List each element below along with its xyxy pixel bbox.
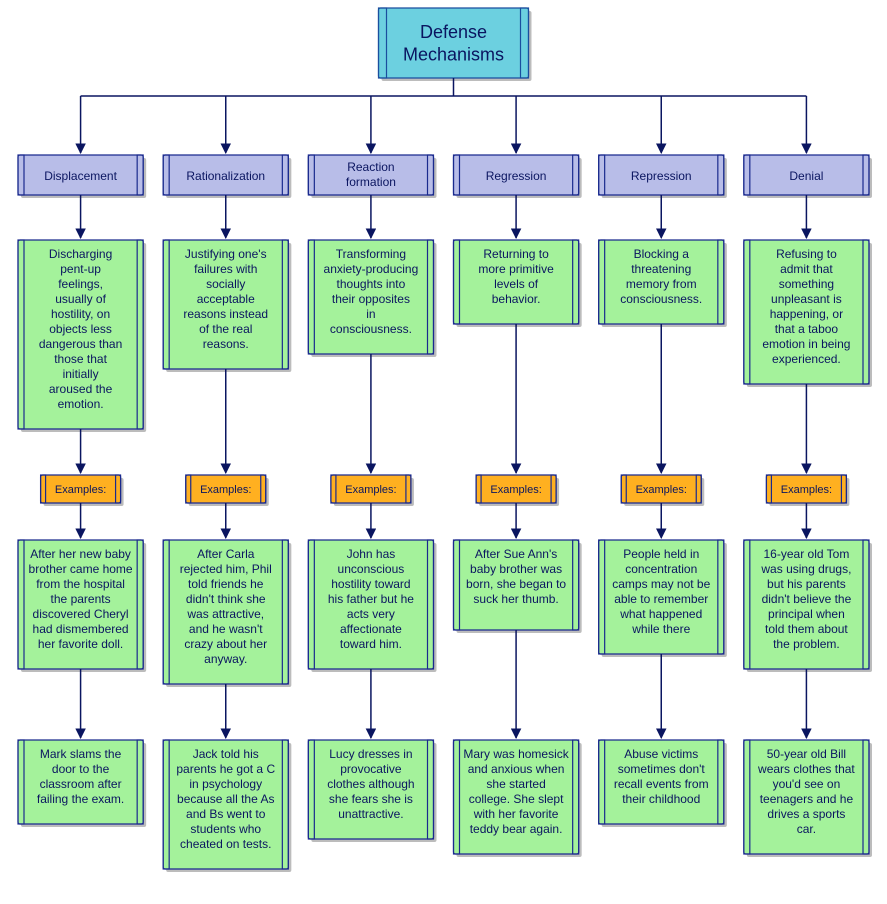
example-box — [163, 740, 288, 869]
category-regression — [454, 155, 579, 195]
category-repression — [599, 155, 724, 195]
example-box — [599, 540, 724, 654]
diagram-canvas: DefenseMechanismsDisplacementDischarging… — [0, 0, 887, 904]
examples-label — [41, 475, 121, 503]
examples-label — [766, 475, 846, 503]
example-box — [18, 740, 143, 824]
examples-label — [621, 475, 701, 503]
example-box — [454, 740, 579, 854]
example-box — [744, 740, 869, 854]
example-box — [163, 540, 288, 684]
category-reaction-formation — [308, 155, 433, 195]
example-box — [308, 540, 433, 669]
example-box — [308, 740, 433, 839]
definition-box — [18, 240, 143, 429]
definition-box — [308, 240, 433, 354]
category-displacement — [18, 155, 143, 195]
category-rationalization — [163, 155, 288, 195]
category-denial — [744, 155, 869, 195]
definition-box — [163, 240, 288, 369]
example-box — [744, 540, 869, 669]
example-box — [599, 740, 724, 824]
examples-label — [476, 475, 556, 503]
examples-label — [331, 475, 411, 503]
definition-box — [454, 240, 579, 324]
definition-box — [599, 240, 724, 324]
example-box — [454, 540, 579, 630]
examples-label — [186, 475, 266, 503]
example-box — [18, 540, 143, 669]
definition-box — [744, 240, 869, 384]
